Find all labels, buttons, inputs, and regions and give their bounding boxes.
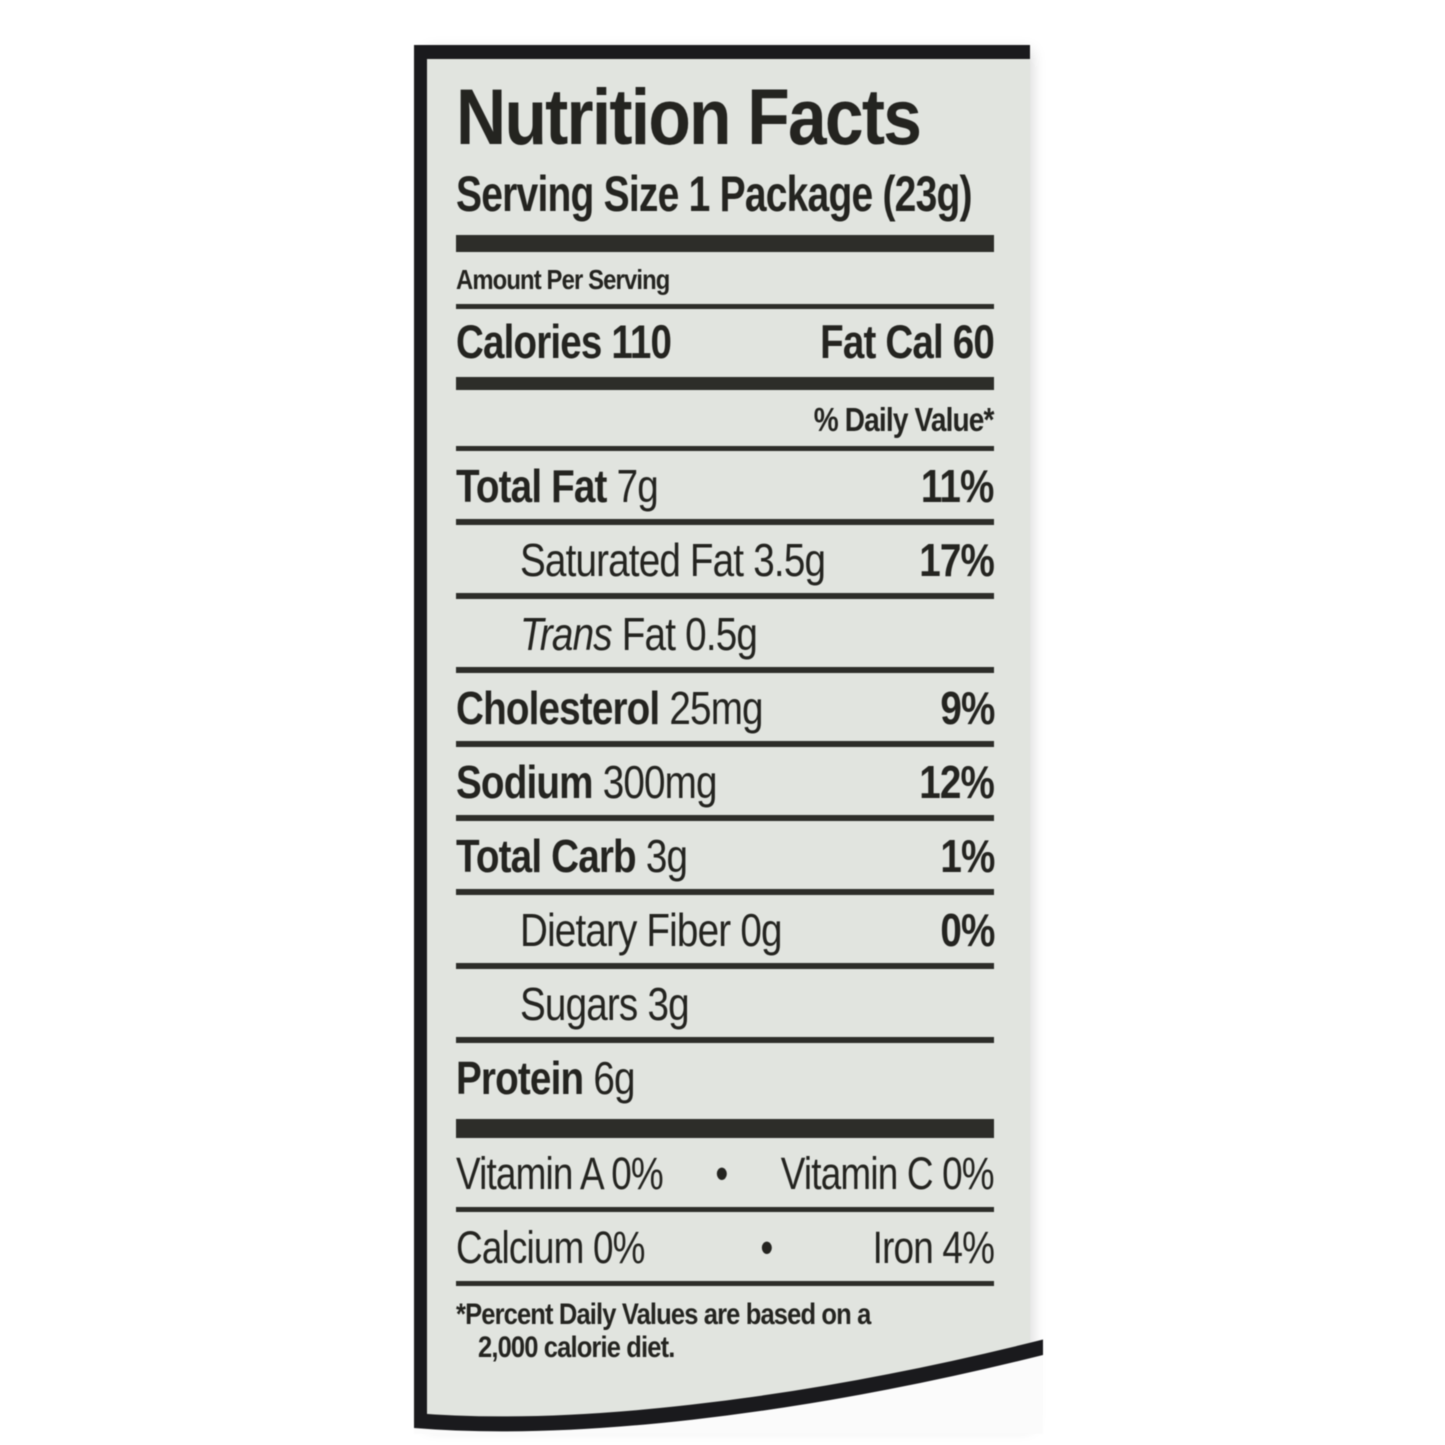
separator-bar-top [456,235,994,252]
nutrient-name-amount: Sodium 300mg [456,756,718,808]
vitamin-a-value: Vitamin A 0% [456,1148,664,1199]
footnote-line-1: *Percent Daily Values are based on a [456,1298,871,1331]
package-fold-curve [414,1339,1043,1434]
nutrient-row-trans-fat: Trans Fat 0.5g [456,599,994,673]
nutrient-pct: 1% [939,830,995,882]
nutrient-pct: 12% [919,756,995,808]
separator-bar-calories [456,377,994,390]
nutrient-name-amount: Total Fat 7g [456,460,659,512]
nutrient-row-total-carb: Total Carb 3g 1% [456,821,995,895]
vitamin-c-value: Vitamin C 0% [780,1148,995,1199]
nutrient-name-amount: Protein 6g [456,1052,635,1104]
nutrient-row-cholesterol: Cholesterol 25mg 9% [456,673,995,747]
nutrient-pct: 11% [921,460,995,512]
nutrient-row-sugars: Sugars 3g [456,969,994,1043]
bullet-separator: • [715,1148,728,1199]
nutrient-name-amount: Trans Fat 0.5g [520,608,758,660]
nutrient-name-amount: Cholesterol 25mg [456,682,764,734]
calories-label-value: Calories 110 [456,315,672,368]
calories-row: Calories 110 Fat Cal 60 [456,309,995,377]
footnote: *Percent Daily Values are based on a 2,0… [456,1298,994,1364]
nutrient-row-saturated-fat: Saturated Fat 3.5g 17% [456,525,995,599]
nutrient-name-amount: Saturated Fat 3.5g [520,534,826,586]
nutrient-pct: 17% [919,534,995,586]
amount-per-serving-label: Amount Per Serving [456,264,670,295]
nutrition-label: Nutrition Facts Serving Size 1 Package (… [414,45,1043,1434]
serving-size: Serving Size 1 Package (23g) [456,166,973,222]
micronutrient-row-minerals: Calcium 0% • Iron 4% [456,1212,995,1286]
nutrient-pct: 0% [939,904,995,956]
nutrient-row-protein: Protein 6g [456,1043,994,1111]
rule-under-daily-value [456,446,994,451]
separator-bar-micronutrients [456,1119,994,1138]
nutrient-row-sodium: Sodium 300mg 12% [456,747,995,821]
daily-value-header: % Daily Value* [814,401,995,438]
rule-under-amount-per-serving [456,304,994,309]
calcium-value: Calcium 0% [456,1222,645,1273]
micronutrient-row-vitamins: Vitamin A 0% • Vitamin C 0% [456,1138,995,1212]
nutrient-name-amount: Total Carb 3g [456,830,688,882]
nutrient-row-dietary-fiber: Dietary Fiber 0g 0% [456,895,995,969]
fat-calories-value: Fat Cal 60 [820,315,995,368]
bullet-separator: • [759,1222,773,1273]
nutrient-pct: 9% [939,682,995,734]
calories-label: Calories [456,315,602,368]
footnote-line-2: 2,000 calorie diet. [478,1331,675,1364]
nutrient-name-amount: Sugars 3g [520,978,690,1030]
iron-value: Iron 4% [872,1222,995,1273]
calories-value: 110 [611,315,672,368]
nutrient-name-amount: Dietary Fiber 0g [520,904,782,956]
nutrient-row-total-fat: Total Fat 7g 11% [456,451,995,525]
label-title: Nutrition Facts [456,72,922,161]
